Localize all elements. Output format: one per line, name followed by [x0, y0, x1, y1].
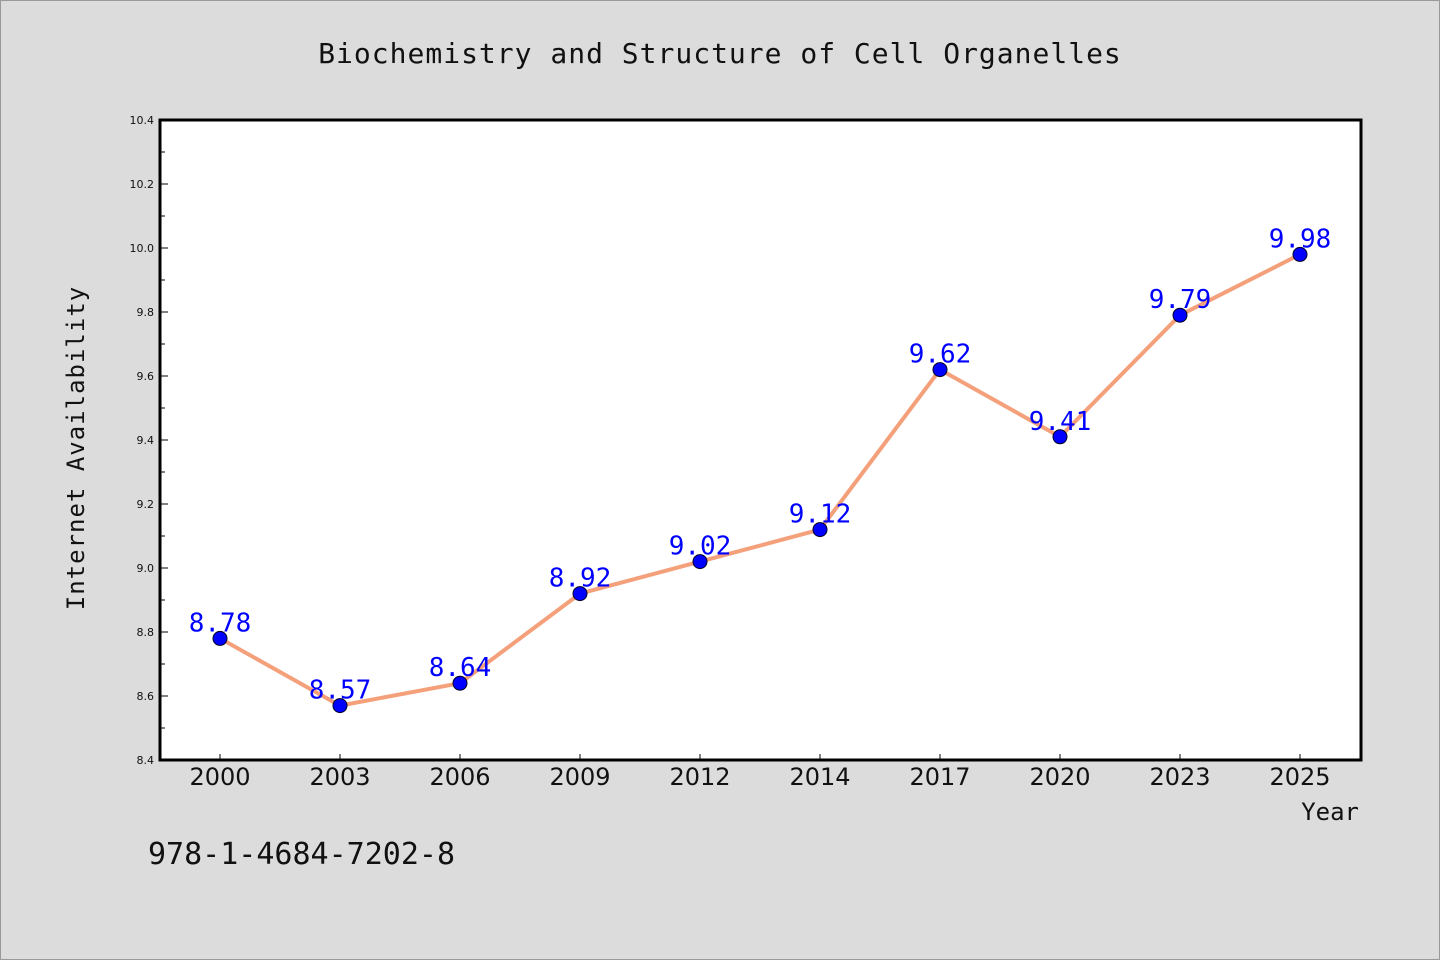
- y-tick-label: 10.2: [130, 178, 155, 191]
- y-tick-label: 9.8: [137, 306, 155, 319]
- x-tick-label: 2009: [549, 763, 610, 791]
- data-markers: [212, 246, 1308, 714]
- y-tick-label: 9.4: [137, 434, 155, 447]
- series-line: [218, 252, 1302, 708]
- y-tick-label: 9.0: [137, 562, 155, 575]
- x-tick-label: 2006: [429, 763, 490, 791]
- data-point: [1052, 429, 1068, 445]
- data-label: 9.41: [1029, 407, 1092, 437]
- data-label: 9.98: [1269, 224, 1332, 254]
- data-label: 8.57: [309, 676, 372, 706]
- data-point: [1292, 246, 1308, 262]
- y-tick-label: 8.6: [137, 690, 155, 703]
- plot-area: [160, 120, 1361, 760]
- x-tick-label: 2023: [1149, 763, 1210, 791]
- data-point: [932, 362, 948, 378]
- data-point: [212, 630, 228, 646]
- x-tick-label: 2025: [1269, 763, 1330, 791]
- y-tick-label: 9.2: [137, 498, 155, 511]
- x-tick-label: 2012: [669, 763, 730, 791]
- plot-frame: [158, 118, 1363, 762]
- data-label: 8.78: [189, 608, 252, 638]
- data-label: 8.92: [549, 564, 612, 594]
- data-label: 9.79: [1149, 285, 1212, 315]
- isbn-annotation: 978-1-4684-7202-8: [148, 837, 455, 872]
- y-tick-label: 8.8: [137, 626, 155, 639]
- x-tick-label: 2020: [1029, 763, 1090, 791]
- x-axis-label: Year: [1301, 798, 1359, 826]
- data-point: [332, 698, 348, 714]
- data-point: [812, 522, 828, 538]
- x-tick-label: 2014: [789, 763, 850, 791]
- x-tick-label: 2003: [309, 763, 370, 791]
- data-label: 8.64: [429, 653, 492, 683]
- y-tick-label: 9.6: [137, 370, 155, 383]
- data-labels: 8.78 8.57 8.64 8.92 9.02 9.12 9.62 9.41 9.79 9.98: [189, 224, 1332, 705]
- y-tick-label: 8.4: [137, 754, 155, 767]
- data-point: [1172, 307, 1188, 323]
- data-label: 9.02: [669, 532, 732, 562]
- data-point: [452, 675, 468, 691]
- y-axis-label: Internet Availability: [62, 286, 90, 610]
- data-point: [692, 554, 708, 570]
- data-point: [572, 586, 588, 602]
- data-label: 9.62: [909, 340, 972, 370]
- chart-title: Biochemistry and Structure of Cell Organ…: [318, 37, 1122, 70]
- x-tick-label: 2000: [189, 763, 250, 791]
- data-label: 9.12: [789, 500, 852, 530]
- x-tick-label: 2017: [909, 763, 970, 791]
- x-axis: 2000 2003 2006 2009 2012 2014 2017 2020 2023 2025: [189, 754, 1331, 791]
- series-line-group: [218, 252, 1302, 708]
- y-tick-label: 10.0: [130, 242, 155, 255]
- y-tick-label: 10.4: [130, 114, 155, 127]
